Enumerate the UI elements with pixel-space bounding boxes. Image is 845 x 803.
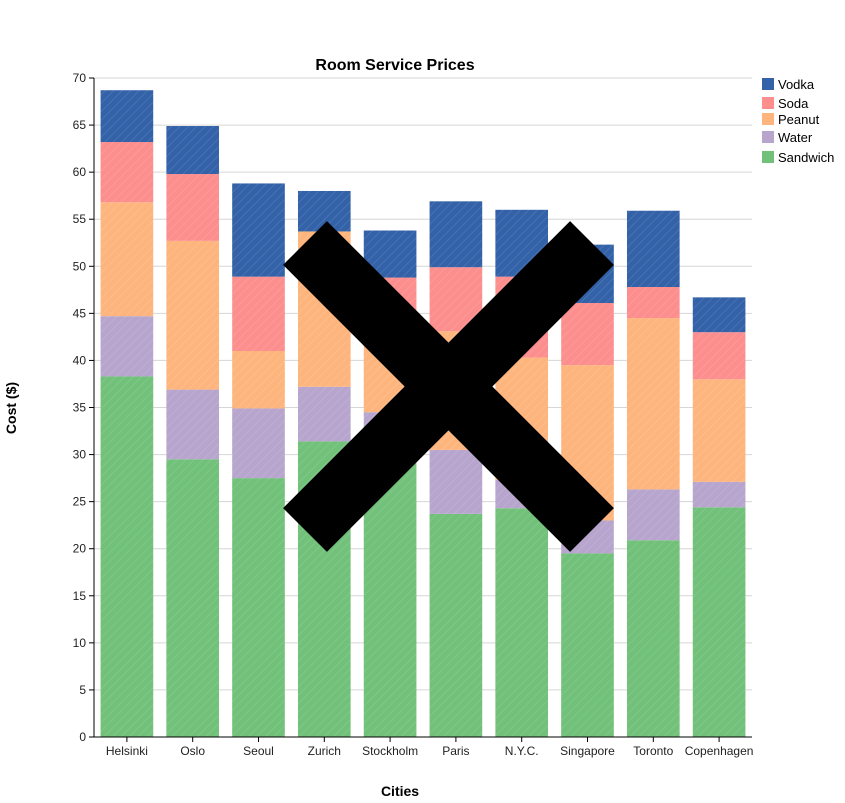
bar-texture xyxy=(232,478,285,737)
bar-texture xyxy=(232,183,285,277)
bar-texture xyxy=(692,297,746,333)
legend-label-water: Water xyxy=(778,130,813,145)
legend-swatch-sandwich xyxy=(762,151,774,163)
y-tick-label: 60 xyxy=(73,165,87,179)
legend-label-peanut: Peanut xyxy=(778,112,820,127)
bar-texture xyxy=(626,210,680,287)
bar-texture xyxy=(561,553,614,737)
x-tick-label: Zurich xyxy=(308,744,341,758)
x-tick-label: Singapore xyxy=(560,744,615,758)
y-tick-label: 10 xyxy=(73,636,87,650)
bar-texture xyxy=(626,318,680,490)
bar-texture xyxy=(100,142,154,203)
x-tick-label: Helsinki xyxy=(106,744,148,758)
chart-title: Room Service Prices xyxy=(315,57,474,74)
bar-texture xyxy=(626,540,680,737)
legend-label-sandwich: Sandwich xyxy=(778,150,834,165)
y-tick-label: 50 xyxy=(73,259,87,273)
y-tick-label: 55 xyxy=(73,212,87,226)
legend-swatch-water xyxy=(762,131,774,143)
y-tick-label: 70 xyxy=(73,71,87,85)
legend-label-soda: Soda xyxy=(778,96,809,111)
y-tick-label: 0 xyxy=(79,730,86,744)
x-tick-label: Paris xyxy=(442,744,469,758)
y-tick-label: 65 xyxy=(73,118,87,132)
y-tick-label: 30 xyxy=(73,448,87,462)
bar-texture xyxy=(100,90,154,143)
bar-texture xyxy=(626,286,680,319)
bar-texture xyxy=(692,332,746,380)
x-axis-title: Cities xyxy=(381,783,419,799)
bar-texture xyxy=(166,174,220,241)
y-tick-label: 5 xyxy=(79,683,86,697)
y-tick-label: 15 xyxy=(73,589,87,603)
x-mark-overlay xyxy=(283,221,614,552)
x-tick-label: Seoul xyxy=(243,744,274,758)
bar-texture xyxy=(166,240,220,390)
y-axis-title: Cost ($) xyxy=(3,382,19,434)
bar-texture xyxy=(100,316,154,377)
bar-texture xyxy=(429,201,483,268)
bar-texture xyxy=(232,351,285,409)
y-tick-label: 25 xyxy=(73,495,87,509)
x-tick-label: N.Y.C. xyxy=(505,744,539,758)
x-tick-label: Stockholm xyxy=(362,744,418,758)
legend-swatch-vodka xyxy=(762,78,774,90)
bar-texture xyxy=(692,507,746,737)
axes: 0 5 10 15 20 25 30 35 40 45 50 55 60 65 70 Helsinki Oslo… xyxy=(73,71,754,758)
bar-texture xyxy=(561,303,614,366)
legend-swatch-soda xyxy=(762,97,774,109)
x-tick-label: Oslo xyxy=(180,744,205,758)
bar-texture xyxy=(495,508,549,737)
legend-swatch-peanut xyxy=(762,113,774,125)
bar-texture xyxy=(297,386,351,442)
bar-texture xyxy=(100,202,154,317)
bar-texture xyxy=(166,459,220,737)
bar-texture xyxy=(626,489,680,541)
bar-texture xyxy=(166,126,220,175)
bar-texture xyxy=(166,389,220,460)
x-tick-label: Copenhagen xyxy=(685,744,754,758)
bar-texture xyxy=(692,379,746,482)
bar-texture xyxy=(232,276,285,352)
bar-texture xyxy=(692,481,746,508)
x-tick-label: Toronto xyxy=(633,744,673,758)
y-tick-label: 45 xyxy=(73,306,87,320)
y-tick-label: 40 xyxy=(73,353,87,367)
y-tick-label: 20 xyxy=(73,542,87,556)
bar-texture xyxy=(429,449,483,514)
y-tick-label: 35 xyxy=(73,401,87,415)
legend-label-vodka: Vodka xyxy=(778,77,815,92)
bar-texture xyxy=(232,408,285,479)
bar-texture xyxy=(100,376,154,737)
bar-texture xyxy=(429,513,483,737)
